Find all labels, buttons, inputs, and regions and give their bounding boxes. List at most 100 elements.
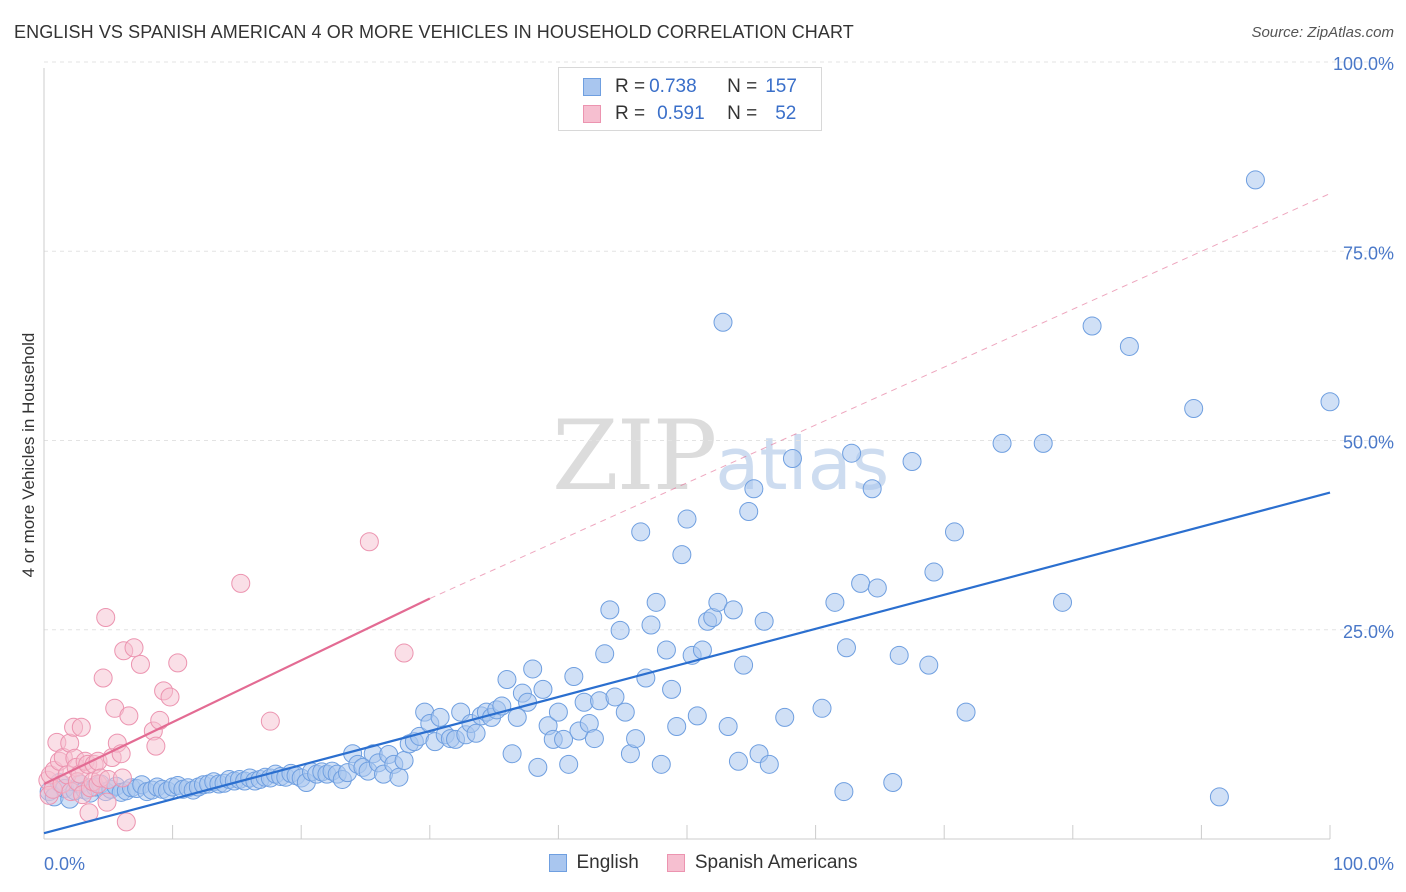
english-point [834,782,854,802]
axes [43,68,1331,840]
english-point [595,644,615,664]
english-point [389,767,409,787]
spanish-point [146,736,166,756]
english-trendline [43,491,1331,835]
spanish-trendline-extension [429,193,1331,600]
spanish-point [130,654,150,674]
spanish-point [93,668,113,688]
english-point [656,640,676,660]
english-point [1320,392,1340,412]
english-legend-swatch [548,854,567,872]
legend-row-spanish: R = 0.591 N = 52 [583,101,796,127]
english-points [39,170,1340,809]
spanish-point [231,573,251,593]
english-n-label: N = [727,76,758,97]
english-point [641,615,661,635]
tick-labels: 25.0% 50.0% 75.0% 100.0% 0.0% 100.0% [44,54,1394,874]
english-point [1209,787,1229,807]
watermark: ZIPatlas [552,400,889,512]
spanish-point [124,638,144,658]
english-point [646,592,666,612]
trendlines [43,193,1331,835]
source-credit: Source: ZipAtlas.com [1251,24,1394,41]
chart-title: ENGLISH VS SPANISH AMERICAN 4 OR MORE VE… [14,22,854,42]
english-point [992,433,1012,453]
y-tick-label: 100.0% [1333,54,1394,74]
spanish-r-value: 0.591 [657,103,705,124]
english-point [497,670,517,690]
english-point [600,600,620,620]
english-legend-label: English [576,852,639,873]
legend-item-english[interactable]: English [548,852,639,874]
spanish-point [168,653,188,673]
english-point [851,573,871,593]
english-point [883,772,903,792]
correlation-legend: R = 0.738 N = 157 R = 0.591 N = 52 [558,67,822,131]
english-point [723,600,743,620]
english-point [564,667,584,687]
english-point [677,509,697,529]
english-point [466,723,486,743]
english-point [584,729,604,749]
y-tick-label: 50.0% [1343,433,1394,453]
spanish-n-label: N = [727,103,758,124]
english-point [867,578,887,598]
spanish-n-value: 52 [775,103,797,124]
english-point [610,620,630,640]
spanish-point [71,717,91,737]
spanish-point [359,532,379,552]
english-point [759,754,779,774]
english-point [394,751,414,771]
spanish-point [97,792,117,812]
english-point [919,655,939,675]
english-point [502,744,522,764]
y-tick-label: 75.0% [1343,243,1394,263]
english-point [924,562,944,582]
spanish-trendline [43,597,431,786]
spanish-points [38,532,414,832]
english-point [1184,399,1204,419]
english-r-label: R = [615,76,646,97]
english-point [842,443,862,463]
spanish-point [160,687,180,707]
series-legend: English Spanish Americans [0,852,1406,874]
spanish-point [112,768,132,788]
english-point [533,679,553,699]
english-point [1053,592,1073,612]
english-point [728,751,748,771]
english-point [523,659,543,679]
english-point [812,698,832,718]
english-point [631,522,651,542]
spanish-legend-swatch [666,854,685,872]
watermark-atlas: atlas [715,422,890,506]
english-point [1245,170,1265,190]
y-axis-title: 4 or more Vehicles in Household [19,332,38,578]
english-point [662,679,682,699]
english-point [554,729,574,749]
spanish-point [119,706,139,726]
english-point [944,522,964,542]
english-point [956,702,976,722]
spanish-r-label: R = [615,103,646,124]
english-point [687,706,707,726]
english-point [430,707,450,727]
spanish-legend-label: Spanish Americans [694,852,858,873]
y-tick-label: 25.0% [1343,622,1394,642]
english-point [605,687,625,707]
english-point [1033,433,1053,453]
english-point [559,754,579,774]
english-r-value: 0.738 [649,76,697,97]
english-point [734,655,754,675]
x-tick-label: 100.0% [1333,854,1394,874]
english-point [672,545,692,565]
spanish-point [150,710,170,730]
spanish-point [96,607,116,627]
english-swatch [583,78,601,96]
legend-item-spanish[interactable]: Spanish Americans [666,852,858,874]
english-point [754,611,774,631]
english-n-value: 157 [765,76,797,97]
english-point [775,707,795,727]
spanish-point [394,643,414,663]
english-point [902,452,922,472]
